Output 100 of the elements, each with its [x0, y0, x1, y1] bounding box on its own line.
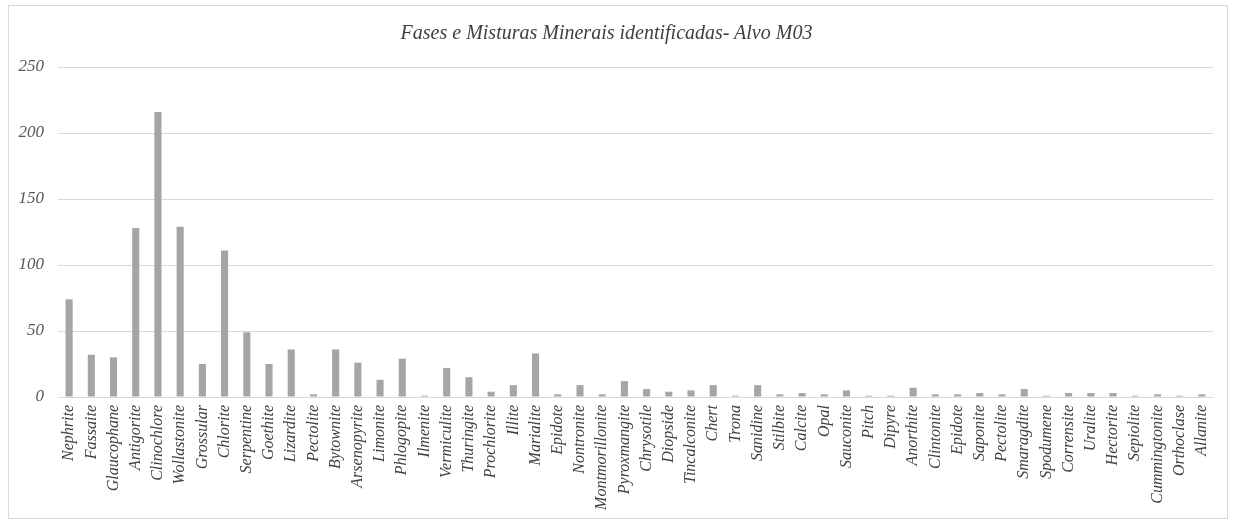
x-tick-label: Limonite	[370, 405, 388, 463]
y-tick-label: 250	[18, 56, 45, 76]
x-tick-label: Nephrite	[59, 405, 78, 462]
x-tick-label: Marialite	[525, 405, 543, 467]
bar	[354, 362, 362, 397]
x-tick-label: Trona	[725, 405, 743, 443]
x-tick-label: Orthoclase	[1169, 405, 1187, 477]
bar	[554, 394, 562, 397]
bar	[820, 394, 828, 397]
bar	[976, 393, 984, 397]
x-tick-label: Pectolite	[303, 405, 321, 463]
bar	[954, 394, 962, 397]
x-tick-label: Stilbite	[770, 405, 788, 451]
x-tick-label: Hectorite	[1103, 405, 1121, 467]
y-tick-label: 0	[35, 386, 45, 406]
x-tick-label: Opal	[814, 404, 833, 437]
y-tick-label: 100	[18, 254, 45, 274]
bar	[1065, 393, 1073, 397]
x-tick-label: Chert	[703, 404, 721, 442]
x-tick-label: Pitch	[858, 405, 876, 440]
bar	[287, 349, 295, 397]
bar	[154, 111, 162, 397]
x-tick-label: Allanite	[1192, 405, 1210, 457]
bar	[576, 385, 584, 397]
bar	[487, 391, 495, 397]
bar	[265, 364, 273, 397]
bar	[132, 228, 140, 397]
bar	[65, 299, 73, 397]
x-tick-label: Serpentine	[237, 405, 255, 474]
bar	[998, 394, 1006, 397]
x-tick-label: Cummingtonite	[1147, 405, 1166, 504]
bar	[398, 358, 406, 397]
x-tick-label: Pectolite	[992, 405, 1010, 463]
x-tick-label: Thuringite	[459, 405, 478, 473]
x-tick-label: Clinochlore	[148, 405, 166, 481]
bar	[643, 389, 651, 397]
bar	[87, 354, 95, 397]
bar	[754, 385, 762, 397]
x-tick-label: Smaragdite	[1014, 405, 1033, 479]
bar	[620, 381, 628, 397]
bar	[109, 357, 118, 397]
bar	[842, 390, 851, 397]
x-tick-label: Pyroxmangite	[614, 405, 633, 496]
bar	[687, 390, 695, 397]
bar	[198, 364, 206, 397]
x-tick-label: Sanidine	[747, 405, 765, 461]
x-tick-label: Ilmenite	[414, 405, 432, 459]
x-tick-label: Prochlorite	[481, 405, 499, 480]
bar	[176, 226, 184, 397]
x-tick-label: Vermiculite	[436, 405, 454, 478]
bar	[531, 353, 540, 397]
x-tick-label: Fassaite	[81, 405, 99, 461]
x-tick-label: Dipyre	[881, 405, 900, 450]
bar	[309, 394, 317, 397]
x-tick-label: Illite	[503, 405, 521, 437]
bar	[243, 332, 251, 397]
x-tick-label: Glaucophane	[103, 405, 122, 492]
x-tick-label: Diopside	[659, 405, 678, 464]
bar	[1087, 393, 1095, 397]
x-tick-label: Spodumene	[1036, 405, 1055, 479]
x-tick-label: Epidote	[547, 405, 566, 456]
bar	[1153, 394, 1162, 397]
x-tick-label: Saponite	[969, 405, 988, 461]
bar	[665, 391, 673, 397]
x-tick-label: Lizardite	[281, 405, 299, 464]
bar	[1109, 393, 1117, 397]
bar	[776, 394, 784, 397]
bar	[221, 250, 229, 397]
x-tick-label: Tincalconite	[681, 405, 699, 485]
bar	[443, 367, 451, 397]
x-tick-label: Clintonite	[925, 405, 943, 469]
x-tick-label: Calcite	[792, 405, 810, 452]
x-tick-label: Montmorillonite	[592, 405, 610, 511]
x-tick-label: Grossular	[192, 404, 210, 470]
x-tick-label: Phlogopite	[392, 405, 411, 477]
bar	[598, 394, 606, 397]
x-tick-label: Arsenopyrite	[348, 405, 367, 489]
bar	[376, 379, 384, 397]
x-tick-label: Bytownite	[325, 405, 344, 469]
x-tick-label: Corrensite	[1058, 405, 1076, 473]
x-tick-label: Anorthite	[903, 405, 921, 467]
bar	[709, 385, 717, 397]
x-tick-label: Sepiolite	[1125, 405, 1144, 461]
x-tick-label: Nontronite	[570, 405, 588, 475]
y-tick-label: 50	[27, 320, 45, 340]
x-tick-label: Antigorite	[125, 405, 144, 471]
y-tick-label: 200	[18, 122, 45, 142]
x-tick-label: Chlorite	[214, 405, 232, 459]
bar	[931, 394, 939, 397]
x-tick-label: Wollastonite	[170, 405, 188, 485]
bar	[798, 393, 806, 397]
bar	[1020, 389, 1028, 397]
bar	[509, 385, 517, 397]
x-tick-label: Uralite	[1081, 405, 1099, 452]
y-tick-label: 150	[18, 188, 45, 208]
x-tick-label: Goethite	[259, 405, 277, 461]
x-tick-label: Epidote	[947, 405, 966, 456]
bar	[1198, 394, 1206, 397]
bar	[332, 349, 340, 397]
x-tick-label: Chrysotile	[636, 405, 655, 472]
